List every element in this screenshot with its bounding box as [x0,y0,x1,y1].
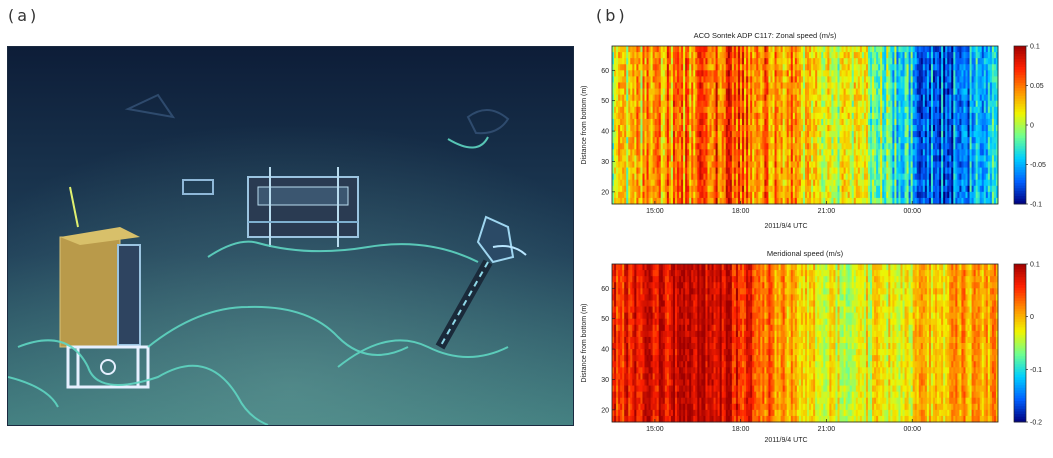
colorbar-segment [1014,107,1026,110]
seafloor-photo-image [8,47,573,425]
colorbar-segment [1014,88,1026,91]
colorbar-segment [1014,83,1026,86]
zonal-speed-chart: ACO Sontek ADP C117: Zonal speed (m/s) 2… [576,26,1053,240]
y-axis-label: Distance from bottom (m) [581,86,588,165]
zonal-speed-svg: ACO Sontek ADP C117: Zonal speed (m/s) 2… [576,26,1053,240]
colorbar-segment [1014,96,1026,99]
chart-title: ACO Sontek ADP C117: Zonal speed (m/s) [694,31,837,40]
colorbar-segment [1014,104,1026,107]
panel-label-b: (b) [596,6,628,25]
x-tick-label: 15:00 [646,208,664,215]
colorbar-segment [1014,109,1026,112]
colorbar: 0.10.050-0.05-0.1 [1014,44,1046,209]
x-tick-label: 18:00 [732,208,750,215]
y-tick-label: 20 [601,189,609,196]
colorbar-segment [1014,54,1026,57]
colorbar-segment [1014,93,1026,96]
x-axis-label: 2011/9/4 UTC [764,223,807,230]
colorbar-segment [1014,46,1026,49]
y-tick-label: 50 [601,98,609,105]
colorbar-segment [1014,51,1026,54]
colorbar-segment [1014,67,1026,70]
y-tick-label: 30 [601,159,609,166]
colorbar-segment [1014,91,1026,94]
heatmap-area [612,46,998,204]
colorbar-segment [1014,62,1026,65]
colorbar-segment [1014,75,1026,78]
colorbar-segment [1014,99,1026,102]
x-tick-label: 00:00 [903,208,921,215]
colorbar-segment [1014,72,1026,75]
colorbar-segment [1014,80,1026,83]
colorbar-segment [1014,57,1026,60]
colorbar-segment [1014,59,1026,62]
colorbar-segment [1014,101,1026,104]
x-tick-label: 21:00 [818,208,836,215]
colorbar-segment [1014,86,1026,89]
colorbar-segment [1014,49,1026,52]
y-tick-label: 60 [601,68,609,75]
y-tick-label: 40 [601,129,609,136]
colorbar-segment [1014,64,1026,67]
colorbar-segment [1014,78,1026,81]
panel-label-a: (a) [8,6,39,25]
colorbar-segment [1014,70,1026,73]
seafloor-photo [7,46,574,426]
